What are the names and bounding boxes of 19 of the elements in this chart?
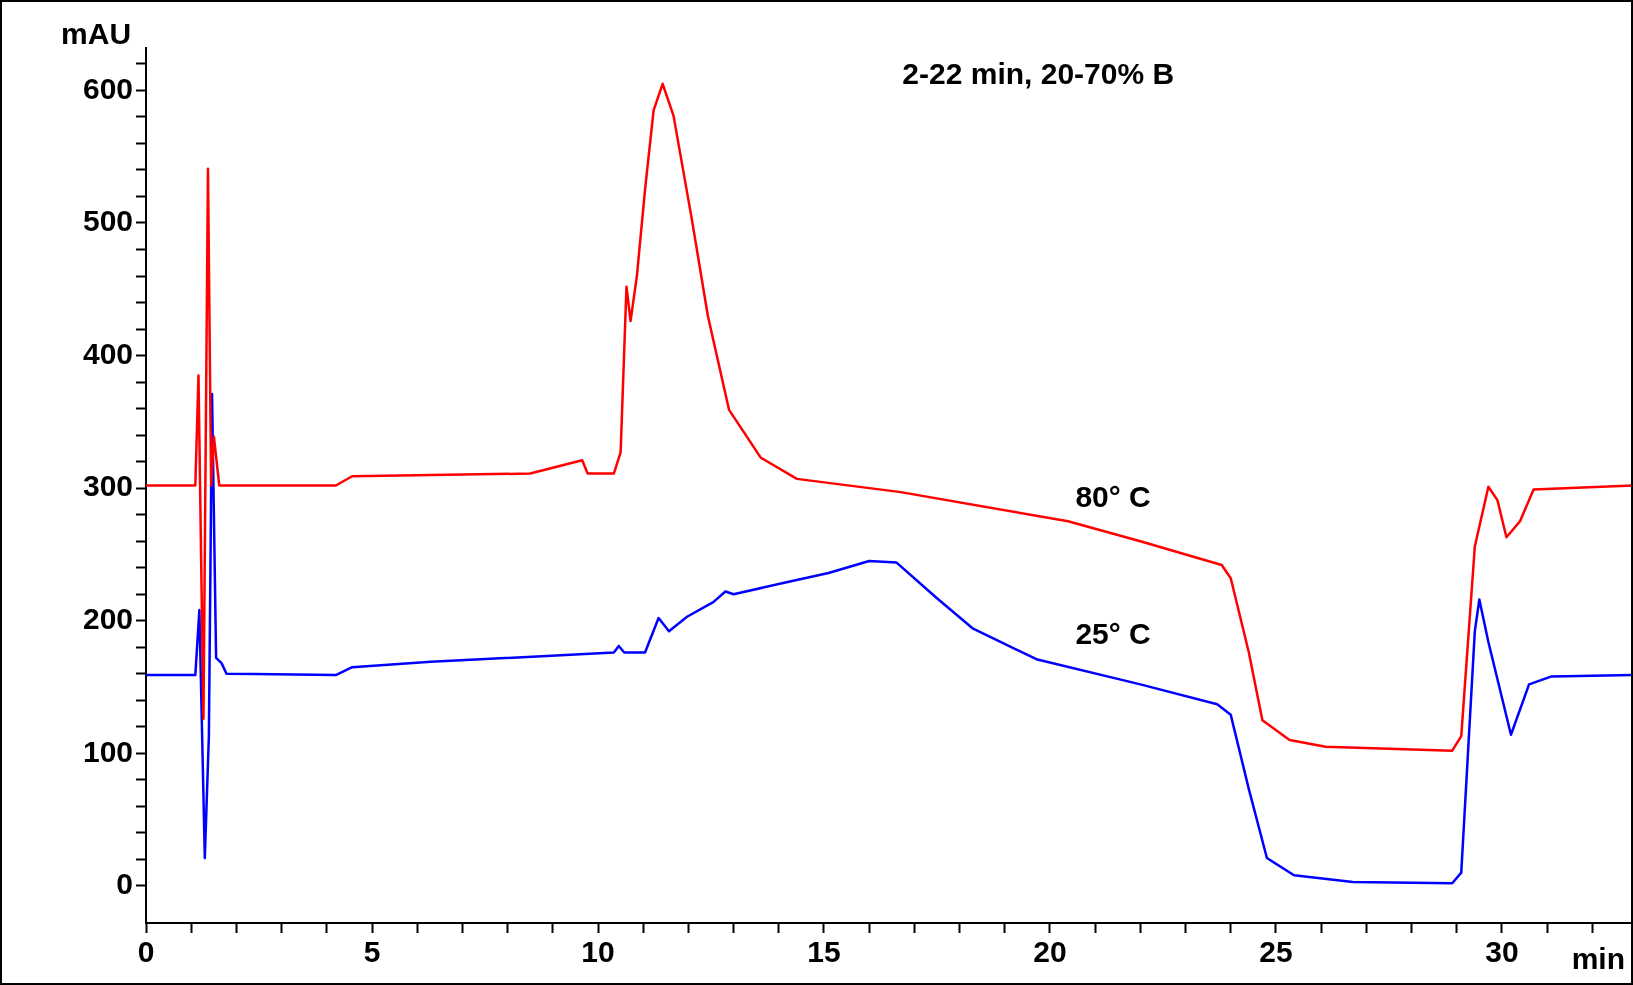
x-tick-label: 25: [1259, 935, 1293, 969]
y-axis-title: mAU: [61, 17, 132, 51]
y-tick-label: 200: [82, 601, 134, 635]
series-label: 25° C: [1075, 617, 1151, 651]
x-axis-title: min: [1571, 942, 1625, 976]
series-label: 80° C: [1075, 479, 1151, 513]
x-tick-label: 20: [1033, 935, 1067, 969]
chart-title: 2-22 min, 20-70% B: [902, 57, 1175, 91]
y-tick-label: 500: [82, 204, 134, 238]
y-tick-label: 0: [116, 867, 134, 901]
y-tick-label: 300: [82, 469, 134, 503]
x-tick-label: 30: [1485, 935, 1519, 969]
y-tick-label: 600: [82, 71, 134, 105]
x-tick-label: 10: [581, 935, 615, 969]
x-tick-label: 0: [137, 935, 155, 969]
x-tick-label: 5: [363, 935, 381, 969]
y-tick-label: 100: [82, 734, 134, 768]
y-tick-label: 400: [82, 336, 134, 370]
x-tick-label: 15: [807, 935, 841, 969]
